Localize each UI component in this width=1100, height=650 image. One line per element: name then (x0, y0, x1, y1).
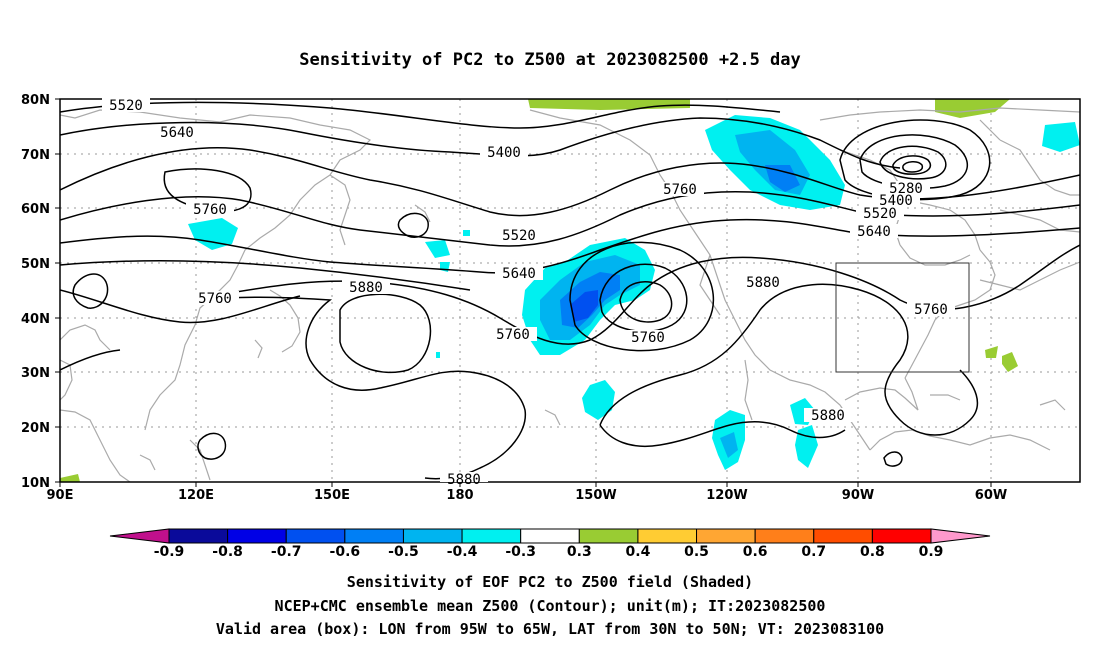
contour-label: 5400 (879, 193, 913, 209)
caption-line-1: Sensitivity of EOF PC2 to Z500 field (Sh… (346, 573, 754, 591)
colorbar-label: -0.5 (388, 544, 419, 560)
colorbar-swatch (520, 528, 580, 544)
colorbar-labels: -0.9 -0.8 -0.7 -0.6 -0.5 -0.4 -0.3 0.3 0.4 0.5 0.6… (154, 544, 944, 560)
colorbar-swatch (813, 528, 873, 544)
colorbar-label: 0.4 (626, 544, 651, 560)
lat-label-40n: 40N (21, 312, 50, 327)
lat-label-10n: 10N (21, 476, 50, 491)
lon-label-150w: 150W (575, 488, 616, 503)
contour-label: 5760 (198, 291, 232, 307)
lon-label-180: 180 (446, 488, 473, 503)
colorbar-label: 0.8 (860, 544, 885, 560)
colorbar-swatch (168, 528, 229, 544)
contour-label: 5520 (109, 98, 143, 114)
colorbar-swatch (637, 528, 698, 544)
colorbar-swatch (344, 528, 404, 544)
colorbar-boxes (168, 528, 932, 544)
contour-label: 5880 (349, 280, 383, 296)
contour-label: 5640 (160, 125, 194, 141)
colorbar-label: -0.4 (447, 544, 478, 560)
contour-label: 5880 (447, 472, 481, 488)
contour-label: 5640 (502, 266, 536, 282)
colorbar-swatch (754, 528, 815, 544)
lon-label-90e: 90E (47, 488, 74, 503)
contour-label: 5880 (811, 408, 845, 424)
colorbar-swatch (578, 528, 639, 544)
axis-ticks (55, 98, 992, 487)
lat-label-50n: 50N (21, 257, 50, 272)
lon-label-60w: 60W (975, 488, 1007, 503)
colorbar-label: 0.9 (919, 544, 944, 560)
lat-label-80n: 80N (21, 93, 50, 108)
colorbar-label: -0.9 (154, 544, 185, 560)
lat-label-20n: 20N (21, 421, 50, 436)
lat-label-30n: 30N (21, 366, 50, 381)
contour-label: 5520 (502, 228, 536, 244)
colorbar-swatch (402, 528, 463, 544)
latitude-labels: 80N 70N 60N 50N 40N 30N 20N 10N (21, 93, 50, 491)
contour-label: 5880 (746, 275, 780, 291)
lon-label-150e: 150E (314, 488, 350, 503)
colorbar-swatch (696, 528, 756, 544)
contour-label: 5760 (631, 330, 665, 346)
colorbar-label: -0.3 (505, 544, 536, 560)
colorbar: -0.9 -0.8 -0.7 -0.6 -0.5 -0.4 -0.3 0.3 0.4 0.5 0.6… (109, 528, 991, 560)
colorbar-label: 0.7 (801, 544, 826, 560)
contour-label: 5760 (496, 327, 530, 343)
contour-label: 5400 (487, 145, 521, 161)
colorbar-label: 0.6 (743, 544, 768, 560)
colorbar-swatch (461, 528, 522, 544)
contour-labels: 5520 5640 5400 5760 5280 5400 5520 5640 … (102, 98, 955, 488)
lon-label-90w: 90W (842, 488, 874, 503)
contour-label: 5640 (857, 224, 891, 240)
plot-frame (59, 98, 1081, 483)
chart-title: Sensitivity of PC2 to Z500 at 2023082500… (299, 50, 801, 70)
longitude-labels: 90E 120E 150E 180 150W 120W 90W 60W (47, 488, 1008, 503)
valid-area-box (835, 262, 970, 373)
colorbar-label: 0.5 (684, 544, 709, 560)
colorbar-swatch (285, 528, 346, 544)
contour-label: 5760 (914, 302, 948, 318)
lon-label-120w: 120W (706, 488, 747, 503)
colorbar-left-arrow (109, 528, 170, 544)
caption-line-2: NCEP+CMC ensemble mean Z500 (Contour); u… (274, 597, 826, 615)
contour-label: 5760 (193, 202, 227, 218)
contour-label: 5520 (863, 206, 897, 222)
colorbar-label: 0.3 (567, 544, 592, 560)
lat-label-70n: 70N (21, 148, 50, 163)
lon-label-120e: 120E (178, 488, 214, 503)
colorbar-label: -0.8 (212, 544, 243, 560)
colorbar-swatch (871, 528, 932, 544)
lat-label-60n: 60N (21, 202, 50, 217)
contour-label: 5760 (663, 182, 697, 198)
colorbar-label: -0.7 (271, 544, 302, 560)
z500-contours (60, 101, 1080, 480)
caption-line-3: Valid area (box): LON from 95W to 65W, L… (215, 620, 885, 638)
colorbar-right-arrow (930, 528, 991, 544)
colorbar-swatch (227, 528, 287, 544)
colorbar-label: -0.6 (330, 544, 361, 560)
